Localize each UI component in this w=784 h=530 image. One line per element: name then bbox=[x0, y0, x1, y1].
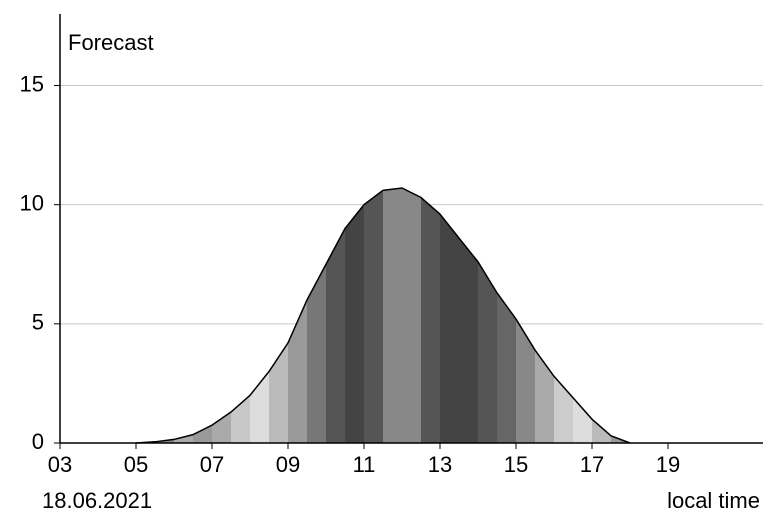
chart-title: Forecast bbox=[68, 30, 154, 55]
x-axis-label: local time bbox=[667, 488, 760, 513]
x-tick-label: 19 bbox=[656, 452, 680, 477]
stripe bbox=[440, 187, 460, 443]
stripe bbox=[326, 187, 346, 443]
x-tick-label: 11 bbox=[353, 452, 376, 477]
stripe bbox=[516, 187, 536, 443]
stripe bbox=[155, 187, 175, 443]
stripe bbox=[193, 187, 213, 443]
x-tick-label: 03 bbox=[48, 452, 72, 477]
stripe bbox=[307, 187, 327, 443]
x-tick-label: 13 bbox=[428, 452, 452, 477]
stripe bbox=[478, 187, 498, 443]
date-label: 18.06.2021 bbox=[42, 488, 152, 513]
stripe bbox=[402, 187, 422, 443]
stripe bbox=[573, 187, 593, 443]
x-tick-label: 17 bbox=[580, 452, 604, 477]
x-tick-label: 07 bbox=[200, 452, 224, 477]
stripe bbox=[535, 187, 555, 443]
stripe bbox=[383, 187, 403, 443]
stripe bbox=[250, 187, 270, 443]
stripe bbox=[269, 187, 289, 443]
stripe bbox=[345, 187, 365, 443]
y-tick-label: 15 bbox=[20, 71, 44, 96]
x-tick-label: 09 bbox=[276, 452, 300, 477]
y-tick-label: 10 bbox=[20, 190, 44, 215]
stripe bbox=[231, 187, 251, 443]
y-tick-label: 0 bbox=[32, 429, 44, 454]
stripe bbox=[421, 187, 441, 443]
x-tick-label: 15 bbox=[504, 452, 528, 477]
area-outline bbox=[135, 187, 631, 444]
stripe bbox=[611, 187, 630, 443]
stripe bbox=[364, 187, 384, 443]
y-tick-label: 5 bbox=[32, 310, 44, 335]
stripe bbox=[136, 187, 156, 443]
stripe bbox=[212, 187, 232, 443]
stripe bbox=[174, 187, 194, 443]
stripe bbox=[288, 187, 308, 443]
stripe bbox=[592, 187, 612, 443]
stripe bbox=[497, 187, 517, 443]
stripe bbox=[459, 187, 479, 443]
x-tick-label: 05 bbox=[124, 452, 148, 477]
